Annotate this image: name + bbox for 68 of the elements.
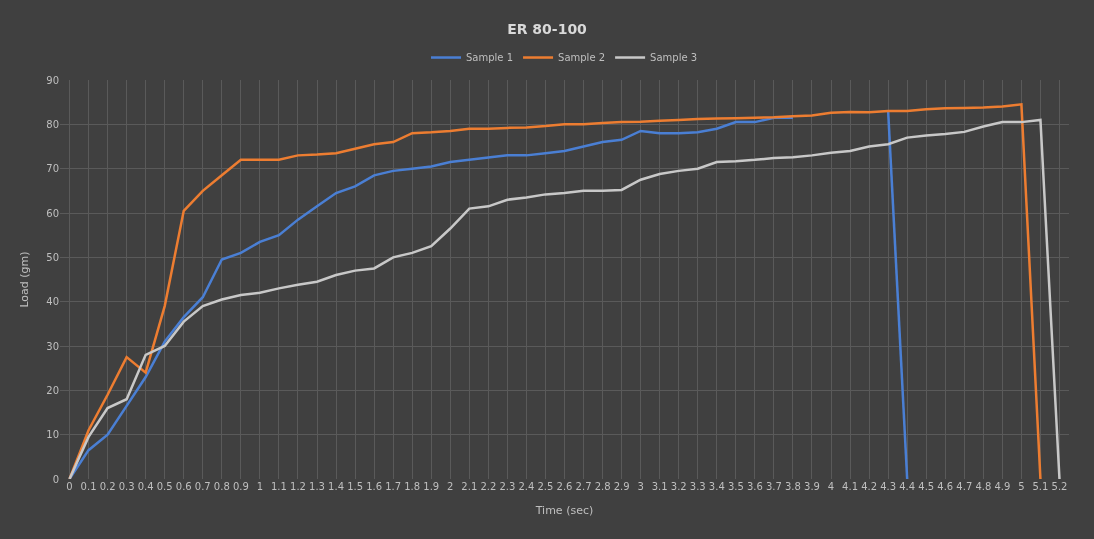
x-tick-label: 0.4 <box>137 481 154 492</box>
x-tick-label: 4.9 <box>994 481 1011 492</box>
x-tick-label: 4.8 <box>975 481 992 492</box>
x-axis-title: Time (sec) <box>534 504 594 518</box>
x-tick-label: 4.6 <box>937 481 954 492</box>
x-tick-label: 3.8 <box>785 481 801 492</box>
chart-title: ER 80-100 <box>507 21 588 38</box>
x-tick-label: 2.7 <box>575 481 592 492</box>
x-tick-label: 3.1 <box>651 481 668 492</box>
x-tick-label: 1.9 <box>423 481 440 492</box>
x-tick-label: 0 <box>66 481 73 492</box>
x-tick-label: 1.5 <box>347 481 364 492</box>
x-tick-label: 3 <box>637 481 644 492</box>
y-axis-title: Load (gm) <box>17 251 31 308</box>
x-tick-label: 2.3 <box>499 481 516 492</box>
x-tick-label: 2.8 <box>594 481 611 492</box>
x-tick-label: 5.2 <box>1051 481 1068 492</box>
x-tick-label: 2.1 <box>461 481 478 492</box>
x-tick-label: 0.1 <box>80 481 97 492</box>
x-tick-label: 1.4 <box>328 481 344 492</box>
x-tick-label: 2 <box>447 481 454 492</box>
x-tick-label: 1.3 <box>309 481 325 492</box>
x-tick-label: 5.1 <box>1032 481 1049 492</box>
x-tick-label: 2.9 <box>613 481 630 492</box>
x-tick-label: 1.1 <box>270 481 287 492</box>
x-tick-label: 1.8 <box>404 481 421 492</box>
legend-label: Sample 2 <box>558 52 606 64</box>
y-tick-label: 60 <box>46 207 59 219</box>
x-tick-label: 0.6 <box>175 481 192 492</box>
x-tick-label: 0.2 <box>99 481 116 492</box>
x-tick-label: 4.7 <box>956 481 973 492</box>
x-tick-label: 1.6 <box>366 481 383 492</box>
x-tick-label: 0.5 <box>156 481 173 492</box>
y-tick-label: 80 <box>46 118 59 130</box>
y-tick-label: 10 <box>46 429 59 441</box>
x-tick-label: 4.2 <box>861 481 878 492</box>
y-tick-label: 20 <box>46 384 59 396</box>
y-tick-label: 70 <box>46 163 59 175</box>
x-tick-label: 4.1 <box>842 481 859 492</box>
x-tick-label: 3.4 <box>708 481 725 492</box>
y-tick-label: 30 <box>46 340 59 352</box>
x-tick-label: 5 <box>1018 481 1025 492</box>
x-tick-label: 3.2 <box>670 481 687 492</box>
x-tick-label: 0.3 <box>118 481 135 492</box>
x-tick-label: 3.5 <box>727 481 744 492</box>
y-tick-label: 90 <box>46 74 59 86</box>
y-tick-label: 40 <box>46 296 59 308</box>
x-tick-label: 1 <box>256 481 264 492</box>
x-tick-label: 4.5 <box>918 481 935 492</box>
x-tick-label: 0.9 <box>232 481 249 492</box>
x-tick-label: 2.6 <box>556 481 573 492</box>
x-tick-label: 1.7 <box>385 481 402 492</box>
x-tick-label: 3.6 <box>746 481 763 492</box>
y-tick-label: 50 <box>46 251 59 263</box>
x-tick-label: 0.7 <box>194 481 211 492</box>
x-tick-label: 4.4 <box>899 481 916 492</box>
x-tick-label: 3.7 <box>765 481 782 492</box>
legend-label: Sample 3 <box>650 52 698 64</box>
x-tick-label: 1.2 <box>290 481 306 492</box>
x-tick-label: 2.4 <box>518 481 535 492</box>
x-tick-label: 4 <box>827 481 835 492</box>
x-tick-label: 2.2 <box>480 481 497 492</box>
x-tick-label: 0.8 <box>213 481 230 492</box>
x-tick-label: 4.3 <box>880 481 897 492</box>
x-tick-label: 3.3 <box>689 481 706 492</box>
x-tick-label: 3.9 <box>804 481 820 492</box>
legend-label: Sample 1 <box>466 52 514 64</box>
x-tick-label: 2.5 <box>537 481 554 492</box>
